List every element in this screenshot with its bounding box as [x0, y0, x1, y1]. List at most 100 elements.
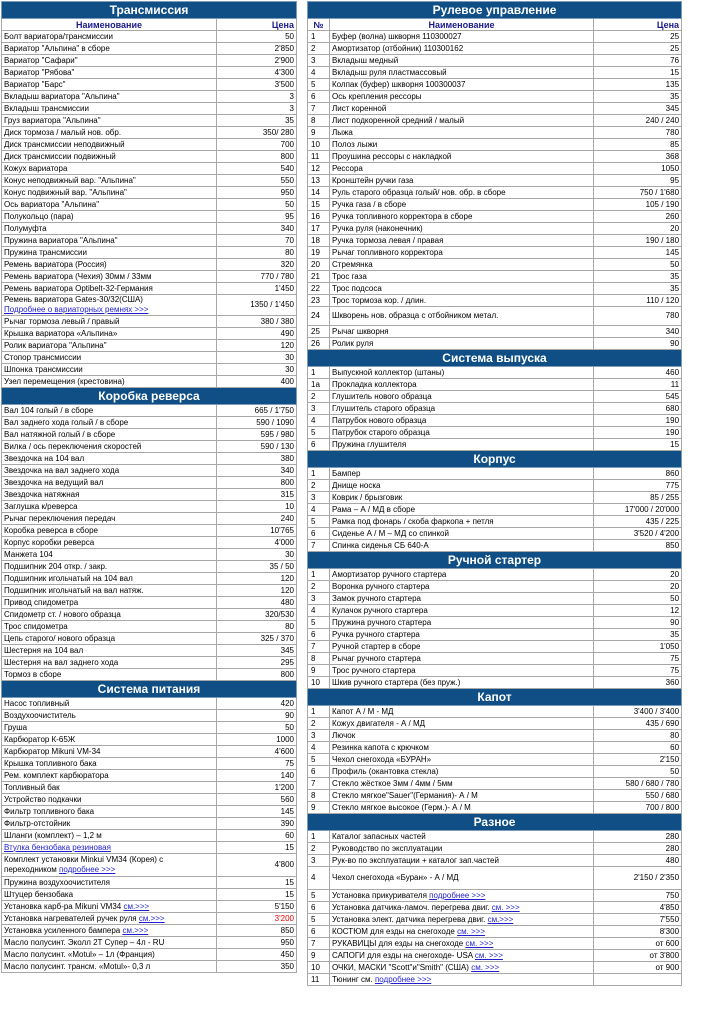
price-row: Подшипник 204 откр. / закр. 35 / 50 [1, 560, 297, 573]
item-price: 135 [592, 78, 683, 91]
details-link[interactable]: подробнее >>> [59, 865, 116, 874]
price-row: 23 Трос тормоза кор. / длин. 110 / 120 [307, 294, 683, 307]
item-price: 590 / 1090 [216, 416, 297, 429]
price-row: Вал натяжной голый / в сборе 595 / 980 [1, 428, 297, 441]
item-price: 30 [216, 363, 297, 376]
item-name: КОСТЮМ для езды на снегоходе [332, 926, 455, 936]
item-name: Лист подкоренной средний / малый [332, 115, 465, 125]
item-number: 7 [307, 777, 330, 790]
price-row: Заглушка к/реверса 10 [1, 500, 297, 513]
item-name-cell: Звездочка на ведущий вал [1, 476, 217, 489]
item-price: 35 / 50 [216, 560, 297, 573]
item-name: Установка элект. датчика перегрева двиг. [332, 914, 486, 924]
price-row: Крышка топливного бака 75 [1, 757, 297, 770]
item-name: Фильтр-отстойник [4, 818, 71, 828]
item-price: 30 [216, 548, 297, 561]
price-row: 5 Пружина ручного стартера 90 [307, 616, 683, 629]
item-name-cell: Стекло жёсткое 3мм / 4мм / 5мм [329, 777, 594, 790]
item-name: Рамка под фонарь / скоба фаркопа + петля [332, 516, 494, 526]
item-price: 490 [216, 327, 297, 340]
item-number: 5 [307, 426, 330, 439]
item-name-cell: ОЧКИ, МАСКИ "Scott"и"Smith" (США) см. >>… [329, 961, 594, 974]
item-name-cell: Спинка сиденья СБ 640-А [329, 539, 594, 552]
item-price: 80 [216, 620, 297, 633]
details-link[interactable]: см. >>> [457, 926, 486, 936]
price-row: 4 Патрубок нового образца 190 [307, 414, 683, 427]
details-link[interactable]: см.>>> [123, 901, 150, 911]
item-name-cell: Днище носка [329, 479, 594, 492]
price-row: 3 Глушитель старого образца 680 [307, 402, 683, 415]
item-name: Узел перемещения (крестовина) [4, 376, 125, 386]
item-name-cell: Воздухоочиститель [1, 709, 217, 722]
item-name: Тормоз в сборе [4, 669, 62, 679]
item-price: 120 [216, 584, 297, 597]
item-name: Рычаг переключения передач [4, 513, 116, 523]
details-link[interactable]: см. >>> [471, 962, 500, 972]
item-name-cell: Трос подсоса [329, 282, 594, 295]
item-name-cell: Установка датчика-ламоч. перегрева двиг.… [329, 901, 594, 914]
item-name-cell: Патрубок нового образца [329, 414, 594, 427]
item-number: 4 [307, 741, 330, 754]
details-link[interactable]: см.>>> [138, 913, 165, 923]
item-price: 15 [592, 66, 683, 79]
item-name: Полукольцо (пара) [4, 211, 74, 221]
details-link[interactable]: см. >>> [465, 938, 494, 948]
details-link[interactable]: см. >>> [474, 950, 503, 960]
item-price: от 600 [592, 937, 683, 950]
item-price: 800 [216, 150, 297, 163]
details-link[interactable]: Подробнее о вариаторных ремнях >>> [4, 305, 149, 314]
item-price: 3'520 / 4'200 [592, 527, 683, 540]
item-price: 190 [592, 426, 683, 439]
item-name: Рук-во по эксплуатации + каталог зап.час… [332, 855, 499, 865]
price-row: Ремень вариатора Optibelt-32-Германия 1'4… [1, 282, 297, 295]
item-name-cell: Карбюратор Mikuni VM-34 [1, 745, 217, 758]
item-name: Шпонка трансмиссии [4, 364, 83, 374]
item-name: Рычаг тормоза левый / правый [4, 316, 120, 326]
item-name-cell: Ось вариатора "Альпина" [1, 198, 217, 211]
item-name: Бампер [332, 468, 361, 478]
item-name: Вариатор "Альпина" в сборе [4, 43, 110, 53]
price-row: 4 Кулачок ручного стартера 12 [307, 604, 683, 617]
details-link[interactable]: подробнее >>> [374, 974, 432, 984]
item-name-cell: Руль старого образца голый/ нов. обр. в … [329, 186, 594, 199]
price-row: Вилка / ось переключения скоростей 590 / … [1, 440, 297, 453]
item-name-cell: Вал заднего хода голый / в сборе [1, 416, 217, 429]
price-row: 4 Чехол снегохода «Буран» - А / МД 2'150 /… [307, 866, 683, 890]
price-row: Конус неподвижный вар. "Альпина" 550 [1, 174, 297, 187]
item-name: Груз вариатора "Альпина" [4, 115, 101, 125]
price-row: 6 КОСТЮМ для езды на снегоходе см. >>> 8'3… [307, 925, 683, 938]
item-name: Глушитель старого образца [332, 403, 436, 413]
details-link[interactable]: см.>>> [122, 925, 149, 935]
item-name: Пружина ручного стартера [332, 617, 432, 627]
details-link[interactable]: Втулка бензобака резиновая [4, 842, 111, 852]
item-price: 850 [216, 924, 297, 937]
item-number: 2 [307, 42, 330, 55]
item-price: 4'000 [216, 536, 297, 549]
price-row: 3 Замок ручного стартера 50 [307, 592, 683, 605]
price-row: Звездочка на 104 вал 380 [1, 452, 297, 465]
item-number: 7 [307, 640, 330, 653]
item-name: Проушина рессоры с накладкой [332, 151, 452, 161]
price-row: Привод спидометра 480 [1, 596, 297, 609]
item-name-cell: Подшипник игольчатый на 104 вал [1, 572, 217, 585]
item-name-cell: Втулка бензобака резиновая [1, 841, 217, 854]
item-name: Масло полусинт. «Motul» – 1л (Франция) [4, 949, 155, 959]
item-price: 50 [216, 721, 297, 734]
item-number: 9 [307, 949, 330, 962]
item-price: 3 [216, 90, 297, 103]
details-link[interactable]: см.>>> [487, 914, 514, 924]
item-price: 145 [216, 805, 297, 818]
price-row: Спидометр ст. / нового образца 320/530 [1, 608, 297, 621]
item-number: 5 [307, 616, 330, 629]
details-link[interactable]: подробнее >>> [429, 890, 486, 900]
item-name-cell: Глушитель старого образца [329, 402, 594, 415]
column-header-price: Цена [592, 18, 683, 31]
item-price: 15 [216, 841, 297, 854]
item-price: 10 [216, 500, 297, 513]
item-price: 35 [592, 270, 683, 283]
item-name: Воронка ручного стартера [332, 581, 430, 591]
details-link[interactable]: см. >>> [491, 902, 520, 912]
item-name: РУКАВИЦЫ для езды на снегоходе [332, 938, 464, 948]
item-name-cell: Пружина трансмиссии [1, 246, 217, 259]
item-name: Кронштейн ручки газа [332, 175, 414, 185]
